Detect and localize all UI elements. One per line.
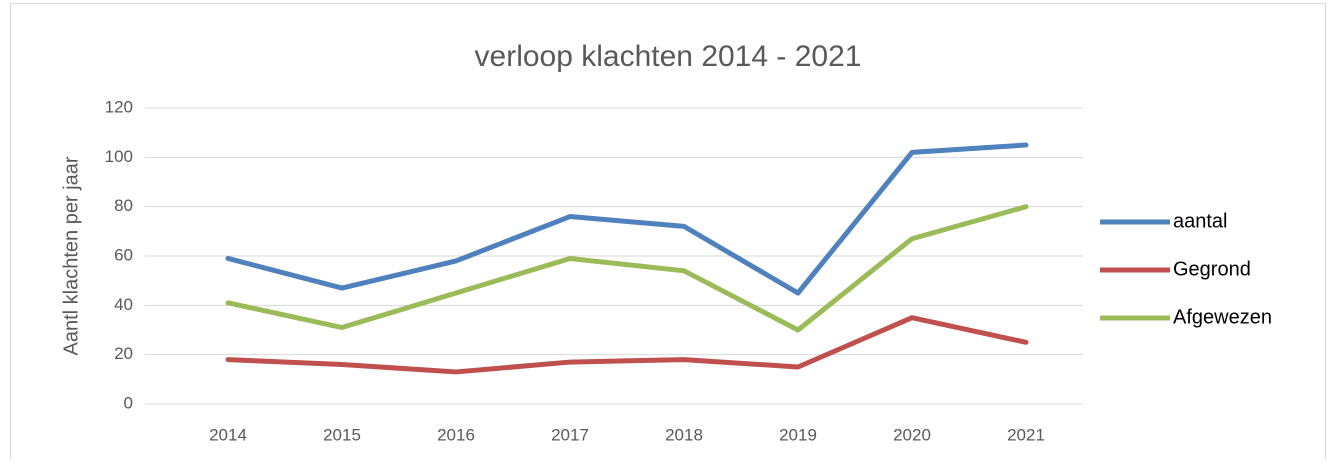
x-tick-label: 2019 <box>779 425 817 444</box>
y-tick-label: 120 <box>105 97 133 116</box>
y-tick-label: 40 <box>114 295 133 314</box>
line <box>225 315 1029 375</box>
legend-label: aantal <box>1173 210 1228 232</box>
y-tick-label: 20 <box>114 344 133 363</box>
y-axis-label: Aantl klachten per jaar <box>60 156 82 355</box>
x-tick-label: 2014 <box>209 425 247 444</box>
legend-label: Afgewezen <box>1173 306 1272 328</box>
y-tick-label: 100 <box>105 147 133 166</box>
y-tick-label: 80 <box>114 196 133 215</box>
x-tick-label: 2016 <box>437 425 475 444</box>
y-tick-label: 60 <box>114 245 133 264</box>
x-tick-label: 2015 <box>323 425 361 444</box>
x-tick-label: 2017 <box>551 425 589 444</box>
x-tick-label: 2021 <box>1007 425 1045 444</box>
line <box>225 142 1029 296</box>
x-tick-label: 2018 <box>665 425 703 444</box>
chart-title: verloop klachten 2014 - 2021 <box>475 40 862 73</box>
x-tick-label: 2020 <box>893 425 931 444</box>
legend-label: Gegrond <box>1173 258 1251 280</box>
chart-border <box>10 3 1326 464</box>
line <box>225 204 1029 333</box>
y-tick-label: 0 <box>124 393 133 412</box>
